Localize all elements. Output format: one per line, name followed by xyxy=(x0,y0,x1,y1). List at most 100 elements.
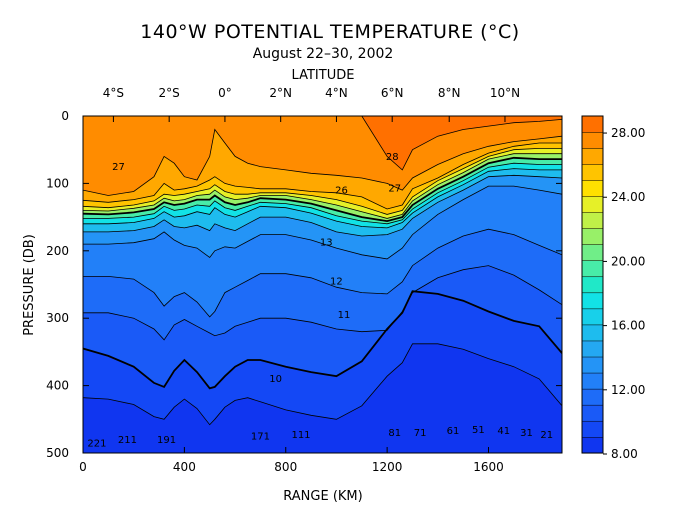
contour-label: 26 xyxy=(335,186,348,197)
isotherm-26 xyxy=(83,142,562,210)
contour-label: 191 xyxy=(157,435,176,446)
colorbar-segment xyxy=(581,276,604,294)
contour-label: 41 xyxy=(497,426,510,437)
latitude-tick-label: 6°N xyxy=(381,86,404,100)
isotherm-9 xyxy=(83,343,562,426)
x-tick-label: 400 xyxy=(173,460,196,474)
contour-label: 111 xyxy=(291,430,310,441)
colorbar-segment xyxy=(581,195,604,213)
top-axis-label: LATITUDE xyxy=(292,68,355,83)
x-axis-label: RANGE (KM) xyxy=(283,489,362,504)
contour-label: 61 xyxy=(447,426,460,437)
colorbar-segment xyxy=(581,131,604,149)
colorbar-tick-label: 16.00 xyxy=(611,319,645,333)
chart-title: 140°W POTENTIAL TEMPERATURE (°C) xyxy=(140,21,519,43)
contour-label: 211 xyxy=(118,435,137,446)
latitude-tick-label: 2°N xyxy=(269,86,292,100)
contour-label: 13 xyxy=(320,237,333,248)
y-tick-label: 500 xyxy=(46,446,69,460)
temperature-band-12-13 xyxy=(83,186,562,317)
axes-layer: 0 400 800 1200 1600 0 100 200 300 400 500 4°S 2°S 0° 2… xyxy=(46,86,562,474)
colorbar-segment xyxy=(581,163,604,181)
colorbar-segment xyxy=(581,212,604,229)
isotherm-11 xyxy=(83,265,562,341)
colorbar-segment xyxy=(581,115,604,133)
colorbar-tick-label: 20.00 xyxy=(611,254,645,268)
isotherm-27 xyxy=(83,128,562,196)
colorbar-segment xyxy=(581,228,604,245)
contour-label: 10 xyxy=(269,374,282,385)
x-tick-label: 0 xyxy=(79,460,87,474)
y-tick-label: 100 xyxy=(46,176,69,190)
isotherm-12 xyxy=(83,228,562,318)
colorbar-segment xyxy=(581,147,604,165)
colorbar-tick-label: 8.00 xyxy=(611,447,638,461)
plot-frame xyxy=(82,115,563,454)
contour-label: 71 xyxy=(414,428,427,439)
contour-label: 31 xyxy=(520,428,533,439)
colorbar-segment xyxy=(581,292,604,310)
isotherm-24 xyxy=(83,148,562,215)
colorbar-segment xyxy=(581,388,604,406)
colorbar-segment xyxy=(581,436,604,454)
y-tick-label: 300 xyxy=(46,311,69,325)
y-axis-label: PRESSURE (DB) xyxy=(22,234,37,336)
contour-label: 11 xyxy=(338,310,351,321)
temperature-band-11-12 xyxy=(83,229,562,340)
colorbar-segment xyxy=(581,404,604,422)
temperature-band-27-28 xyxy=(83,116,562,196)
latitude-tick-label: 8°N xyxy=(438,86,461,100)
latitude-tick-label: 10°N xyxy=(490,86,520,100)
y-tick-label: 200 xyxy=(46,244,69,258)
x-tick-label: 800 xyxy=(274,460,297,474)
colorbar-tick-label: 24.00 xyxy=(611,190,645,204)
colorbar-segment xyxy=(581,324,604,342)
colorbar-frame xyxy=(581,115,604,454)
temperature-band-13-14 xyxy=(83,175,562,259)
contour-label: 21 xyxy=(540,430,553,441)
isotherm-28 xyxy=(83,116,562,171)
isotherm-16 xyxy=(83,168,562,229)
temperature-band-16-18 xyxy=(83,163,562,228)
contour-label: 221 xyxy=(87,438,106,449)
x-tick-label: 1200 xyxy=(372,460,403,474)
x-tick-label: 1600 xyxy=(473,460,504,474)
colorbar-tick-label: 12.00 xyxy=(611,383,645,397)
colorbar-segment xyxy=(581,308,604,326)
temperature-band-28-29 xyxy=(83,116,562,170)
latitude-tick-label: 2°S xyxy=(159,86,180,100)
contour-label: 28 xyxy=(386,152,399,163)
isotherm-18 xyxy=(83,162,562,225)
colorbar-segment xyxy=(581,260,604,278)
latitude-tick-label: 0° xyxy=(218,86,232,100)
contour-label: 51 xyxy=(472,425,485,436)
colorbar-segment xyxy=(581,179,604,197)
colorbar-segment xyxy=(581,356,604,374)
chart-subtitle: August 22–30, 2002 xyxy=(253,46,394,62)
temperature-band-9-10 xyxy=(83,291,562,425)
isotherm-lines-layer xyxy=(83,116,562,426)
y-tick-label: 0 xyxy=(61,109,69,123)
contour-label: 27 xyxy=(112,162,125,173)
isotherm-20 xyxy=(83,156,562,223)
temperature-band-14-16 xyxy=(83,168,562,236)
isotherm-22 xyxy=(83,153,562,219)
colorbar-segment xyxy=(581,420,604,438)
contour-label: 12 xyxy=(330,277,343,288)
isotherm-14 xyxy=(83,174,562,237)
contour-label: 81 xyxy=(388,428,401,439)
isotherm-13 xyxy=(83,185,562,260)
colorbar-segment xyxy=(581,372,604,390)
y-tick-label: 400 xyxy=(46,379,69,393)
colorbar-segment xyxy=(581,340,604,358)
latitude-tick-label: 4°S xyxy=(103,86,124,100)
colorbar-tick-label: 28.00 xyxy=(611,126,645,140)
temperature-fill-layer xyxy=(83,116,562,453)
contour-labels-layer: 27 28 27 26 13 12 11 10 221 211 191 171 111 81 71 61 51 4… xyxy=(87,152,553,449)
temperature-band-8-9 xyxy=(83,343,562,453)
colorbar-segment xyxy=(581,244,604,261)
contour-label: 171 xyxy=(251,432,270,443)
colorbar: 8.00 12.00 16.00 20.00 24.00 28.00 xyxy=(581,115,645,461)
isotherm-10 xyxy=(83,290,562,390)
